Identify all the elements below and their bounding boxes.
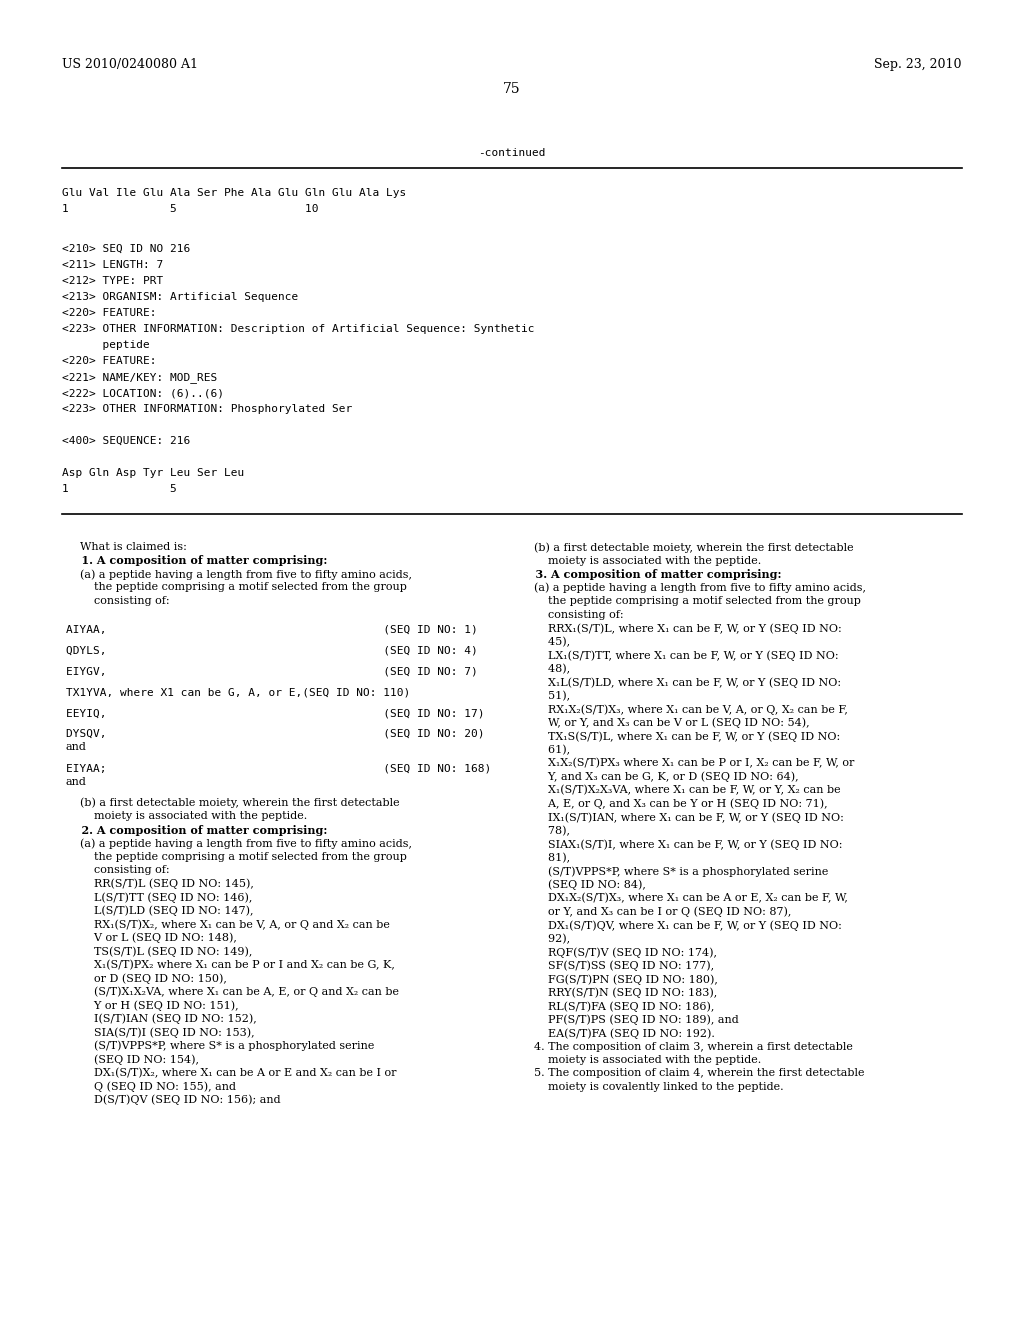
- Text: 5. The composition of claim 4, wherein the first detectable: 5. The composition of claim 4, wherein t…: [520, 1068, 864, 1078]
- Text: -continued: -continued: [478, 148, 546, 158]
- Text: (SEQ ID NO: 154),: (SEQ ID NO: 154),: [66, 1055, 199, 1065]
- Text: or D (SEQ ID NO: 150),: or D (SEQ ID NO: 150),: [66, 973, 227, 983]
- Text: Y or H (SEQ ID NO: 151),: Y or H (SEQ ID NO: 151),: [66, 1001, 239, 1011]
- Text: D(S/T)QV (SEQ ID NO: 156); and: D(S/T)QV (SEQ ID NO: 156); and: [66, 1094, 281, 1105]
- Text: 1               5                   10: 1 5 10: [62, 205, 318, 214]
- Text: <212> TYPE: PRT: <212> TYPE: PRT: [62, 276, 163, 286]
- Text: (S/T)VPPS*P, where S* is a phosphorylated serine: (S/T)VPPS*P, where S* is a phosphorylate…: [520, 866, 828, 876]
- Text: L(S/T)TT (SEQ ID NO: 146),: L(S/T)TT (SEQ ID NO: 146),: [66, 892, 252, 903]
- Text: <223> OTHER INFORMATION: Phosphorylated Ser: <223> OTHER INFORMATION: Phosphorylated …: [62, 404, 352, 414]
- Text: DX₁(S/T)QV, where X₁ can be F, W, or Y (SEQ ID NO:: DX₁(S/T)QV, where X₁ can be F, W, or Y (…: [520, 920, 842, 931]
- Text: (S/T)X₁X₂VA, where X₁ can be A, E, or Q and X₂ can be: (S/T)X₁X₂VA, where X₁ can be A, E, or Q …: [66, 987, 399, 998]
- Text: 48),: 48),: [520, 664, 570, 673]
- Text: EA(S/T)FA (SEQ ID NO: 192).: EA(S/T)FA (SEQ ID NO: 192).: [520, 1028, 715, 1039]
- Text: and: and: [66, 742, 87, 752]
- Text: RX₁X₂(S/T)X₃, where X₁ can be V, A, or Q, X₂ can be F,: RX₁X₂(S/T)X₃, where X₁ can be V, A, or Q…: [520, 704, 848, 714]
- Text: Q (SEQ ID NO: 155), and: Q (SEQ ID NO: 155), and: [66, 1081, 236, 1092]
- Text: IX₁(S/T)IAN, where X₁ can be F, W, or Y (SEQ ID NO:: IX₁(S/T)IAN, where X₁ can be F, W, or Y …: [520, 812, 844, 822]
- Text: X₁L(S/T)LD, where X₁ can be F, W, or Y (SEQ ID NO:: X₁L(S/T)LD, where X₁ can be F, W, or Y (…: [520, 677, 841, 688]
- Text: (b) a first detectable moiety, wherein the first detectable: (b) a first detectable moiety, wherein t…: [66, 797, 399, 808]
- Text: TS(S/T)L (SEQ ID NO: 149),: TS(S/T)L (SEQ ID NO: 149),: [66, 946, 252, 957]
- Text: V or L (SEQ ID NO: 148),: V or L (SEQ ID NO: 148),: [66, 933, 237, 944]
- Text: and: and: [66, 777, 87, 787]
- Text: RL(S/T)FA (SEQ ID NO: 186),: RL(S/T)FA (SEQ ID NO: 186),: [520, 1001, 715, 1011]
- Text: TX1YVA, where X1 can be G, A, or E,(SEQ ID NO: 110): TX1YVA, where X1 can be G, A, or E,(SEQ …: [66, 688, 411, 697]
- Text: consisting of:: consisting of:: [66, 597, 170, 606]
- Text: or Y, and X₃ can be I or Q (SEQ ID NO: 87),: or Y, and X₃ can be I or Q (SEQ ID NO: 8…: [520, 907, 792, 917]
- Text: Y, and X₃ can be G, K, or D (SEQ ID NO: 64),: Y, and X₃ can be G, K, or D (SEQ ID NO: …: [520, 771, 799, 781]
- Text: (SEQ ID NO: 84),: (SEQ ID NO: 84),: [520, 879, 646, 890]
- Text: DX₁(S/T)X₂, where X₁ can be A or E and X₂ can be I or: DX₁(S/T)X₂, where X₁ can be A or E and X…: [66, 1068, 396, 1078]
- Text: moiety is covalently linked to the peptide.: moiety is covalently linked to the pepti…: [520, 1082, 783, 1092]
- Text: 51),: 51),: [520, 690, 570, 701]
- Text: consisting of:: consisting of:: [66, 866, 170, 875]
- Text: 92),: 92),: [520, 933, 570, 944]
- Text: 61),: 61),: [520, 744, 570, 755]
- Text: <220> FEATURE:: <220> FEATURE:: [62, 308, 157, 318]
- Text: peptide: peptide: [62, 341, 150, 350]
- Text: X₁(S/T)PX₂ where X₁ can be P or I and X₂ can be G, K,: X₁(S/T)PX₂ where X₁ can be P or I and X₂…: [66, 960, 395, 970]
- Text: RRY(S/T)N (SEQ ID NO: 183),: RRY(S/T)N (SEQ ID NO: 183),: [520, 987, 717, 998]
- Text: <211> LENGTH: 7: <211> LENGTH: 7: [62, 260, 163, 271]
- Text: (a) a peptide having a length from five to fifty amino acids,: (a) a peptide having a length from five …: [66, 838, 412, 849]
- Text: What is claimed is:: What is claimed is:: [66, 543, 186, 552]
- Text: SF(S/T)SS (SEQ ID NO: 177),: SF(S/T)SS (SEQ ID NO: 177),: [520, 961, 714, 972]
- Text: 2. A composition of matter comprising:: 2. A composition of matter comprising:: [66, 825, 328, 836]
- Text: A, E, or Q, and X₃ can be Y or H (SEQ ID NO: 71),: A, E, or Q, and X₃ can be Y or H (SEQ ID…: [520, 799, 827, 809]
- Text: moiety is associated with the peptide.: moiety is associated with the peptide.: [520, 556, 761, 565]
- Text: X₁(S/T)X₂X₃VA, where X₁ can be F, W, or Y, X₂ can be: X₁(S/T)X₂X₃VA, where X₁ can be F, W, or …: [520, 785, 841, 796]
- Text: the peptide comprising a motif selected from the group: the peptide comprising a motif selected …: [520, 597, 861, 606]
- Text: FG(S/T)PN (SEQ ID NO: 180),: FG(S/T)PN (SEQ ID NO: 180),: [520, 974, 718, 985]
- Text: Sep. 23, 2010: Sep. 23, 2010: [874, 58, 962, 71]
- Text: 1               5: 1 5: [62, 484, 177, 494]
- Text: the peptide comprising a motif selected from the group: the peptide comprising a motif selected …: [66, 582, 407, 593]
- Text: I(S/T)IAN (SEQ ID NO: 152),: I(S/T)IAN (SEQ ID NO: 152),: [66, 1014, 257, 1024]
- Text: 1. A composition of matter comprising:: 1. A composition of matter comprising:: [66, 556, 328, 566]
- Text: the peptide comprising a motif selected from the group: the peptide comprising a motif selected …: [66, 851, 407, 862]
- Text: moiety is associated with the peptide.: moiety is associated with the peptide.: [66, 812, 307, 821]
- Text: 78),: 78),: [520, 825, 570, 836]
- Text: QDYLS,                                         (SEQ ID NO: 4): QDYLS, (SEQ ID NO: 4): [66, 645, 478, 655]
- Text: L(S/T)LD (SEQ ID NO: 147),: L(S/T)LD (SEQ ID NO: 147),: [66, 906, 254, 916]
- Text: SIAX₁(S/T)I, where X₁ can be F, W, or Y (SEQ ID NO:: SIAX₁(S/T)I, where X₁ can be F, W, or Y …: [520, 840, 843, 850]
- Text: TX₁S(S/T)L, where X₁ can be F, W, or Y (SEQ ID NO:: TX₁S(S/T)L, where X₁ can be F, W, or Y (…: [520, 731, 841, 742]
- Text: AIYAA,                                         (SEQ ID NO: 1): AIYAA, (SEQ ID NO: 1): [66, 624, 478, 635]
- Text: 3. A composition of matter comprising:: 3. A composition of matter comprising:: [520, 569, 781, 579]
- Text: EIYGV,                                         (SEQ ID NO: 7): EIYGV, (SEQ ID NO: 7): [66, 667, 478, 676]
- Text: (a) a peptide having a length from five to fifty amino acids,: (a) a peptide having a length from five …: [66, 569, 412, 579]
- Text: <220> FEATURE:: <220> FEATURE:: [62, 356, 157, 366]
- Text: <221> NAME/KEY: MOD_RES: <221> NAME/KEY: MOD_RES: [62, 372, 217, 383]
- Text: (a) a peptide having a length from five to fifty amino acids,: (a) a peptide having a length from five …: [520, 582, 866, 593]
- Text: EIYAA;                                         (SEQ ID NO: 168): EIYAA; (SEQ ID NO: 168): [66, 763, 492, 774]
- Text: DYSQV,                                         (SEQ ID NO: 20): DYSQV, (SEQ ID NO: 20): [66, 729, 484, 739]
- Text: LX₁(S/T)TT, where X₁ can be F, W, or Y (SEQ ID NO:: LX₁(S/T)TT, where X₁ can be F, W, or Y (…: [520, 649, 839, 660]
- Text: <213> ORGANISM: Artificial Sequence: <213> ORGANISM: Artificial Sequence: [62, 292, 298, 302]
- Text: <223> OTHER INFORMATION: Description of Artificial Sequence: Synthetic: <223> OTHER INFORMATION: Description of …: [62, 323, 535, 334]
- Text: <400> SEQUENCE: 216: <400> SEQUENCE: 216: [62, 436, 190, 446]
- Text: X₁X₂(S/T)PX₃ where X₁ can be P or I, X₂ can be F, W, or: X₁X₂(S/T)PX₃ where X₁ can be P or I, X₂ …: [520, 758, 854, 768]
- Text: <222> LOCATION: (6)..(6): <222> LOCATION: (6)..(6): [62, 388, 224, 399]
- Text: RR(S/T)L (SEQ ID NO: 145),: RR(S/T)L (SEQ ID NO: 145),: [66, 879, 254, 890]
- Text: consisting of:: consisting of:: [520, 610, 624, 619]
- Text: RRX₁(S/T)L, where X₁ can be F, W, or Y (SEQ ID NO:: RRX₁(S/T)L, where X₁ can be F, W, or Y (…: [520, 623, 842, 634]
- Text: Asp Gln Asp Tyr Leu Ser Leu: Asp Gln Asp Tyr Leu Ser Leu: [62, 469, 245, 478]
- Text: US 2010/0240080 A1: US 2010/0240080 A1: [62, 58, 198, 71]
- Text: 75: 75: [503, 82, 521, 96]
- Text: (b) a first detectable moiety, wherein the first detectable: (b) a first detectable moiety, wherein t…: [520, 543, 854, 553]
- Text: 45),: 45),: [520, 636, 570, 647]
- Text: 81),: 81),: [520, 853, 570, 863]
- Text: SIA(S/T)I (SEQ ID NO: 153),: SIA(S/T)I (SEQ ID NO: 153),: [66, 1027, 255, 1038]
- Text: (S/T)VPPS*P, where S* is a phosphorylated serine: (S/T)VPPS*P, where S* is a phosphorylate…: [66, 1041, 375, 1052]
- Text: moiety is associated with the peptide.: moiety is associated with the peptide.: [520, 1055, 761, 1065]
- Text: EEYIQ,                                         (SEQ ID NO: 17): EEYIQ, (SEQ ID NO: 17): [66, 708, 484, 718]
- Text: Glu Val Ile Glu Ala Ser Phe Ala Glu Gln Glu Ala Lys: Glu Val Ile Glu Ala Ser Phe Ala Glu Gln …: [62, 187, 407, 198]
- Text: W, or Y, and X₃ can be V or L (SEQ ID NO: 54),: W, or Y, and X₃ can be V or L (SEQ ID NO…: [520, 718, 810, 729]
- Text: PF(S/T)PS (SEQ ID NO: 189), and: PF(S/T)PS (SEQ ID NO: 189), and: [520, 1015, 738, 1026]
- Text: RX₁(S/T)X₂, where X₁ can be V, A, or Q and X₂ can be: RX₁(S/T)X₂, where X₁ can be V, A, or Q a…: [66, 919, 390, 929]
- Text: RQF(S/T)V (SEQ ID NO: 174),: RQF(S/T)V (SEQ ID NO: 174),: [520, 946, 717, 957]
- Text: DX₁X₂(S/T)X₃, where X₁ can be A or E, X₂ can be F, W,: DX₁X₂(S/T)X₃, where X₁ can be A or E, X₂…: [520, 894, 848, 903]
- Text: 4. The composition of claim 3, wherein a first detectable: 4. The composition of claim 3, wherein a…: [520, 1041, 853, 1052]
- Text: <210> SEQ ID NO 216: <210> SEQ ID NO 216: [62, 244, 190, 253]
